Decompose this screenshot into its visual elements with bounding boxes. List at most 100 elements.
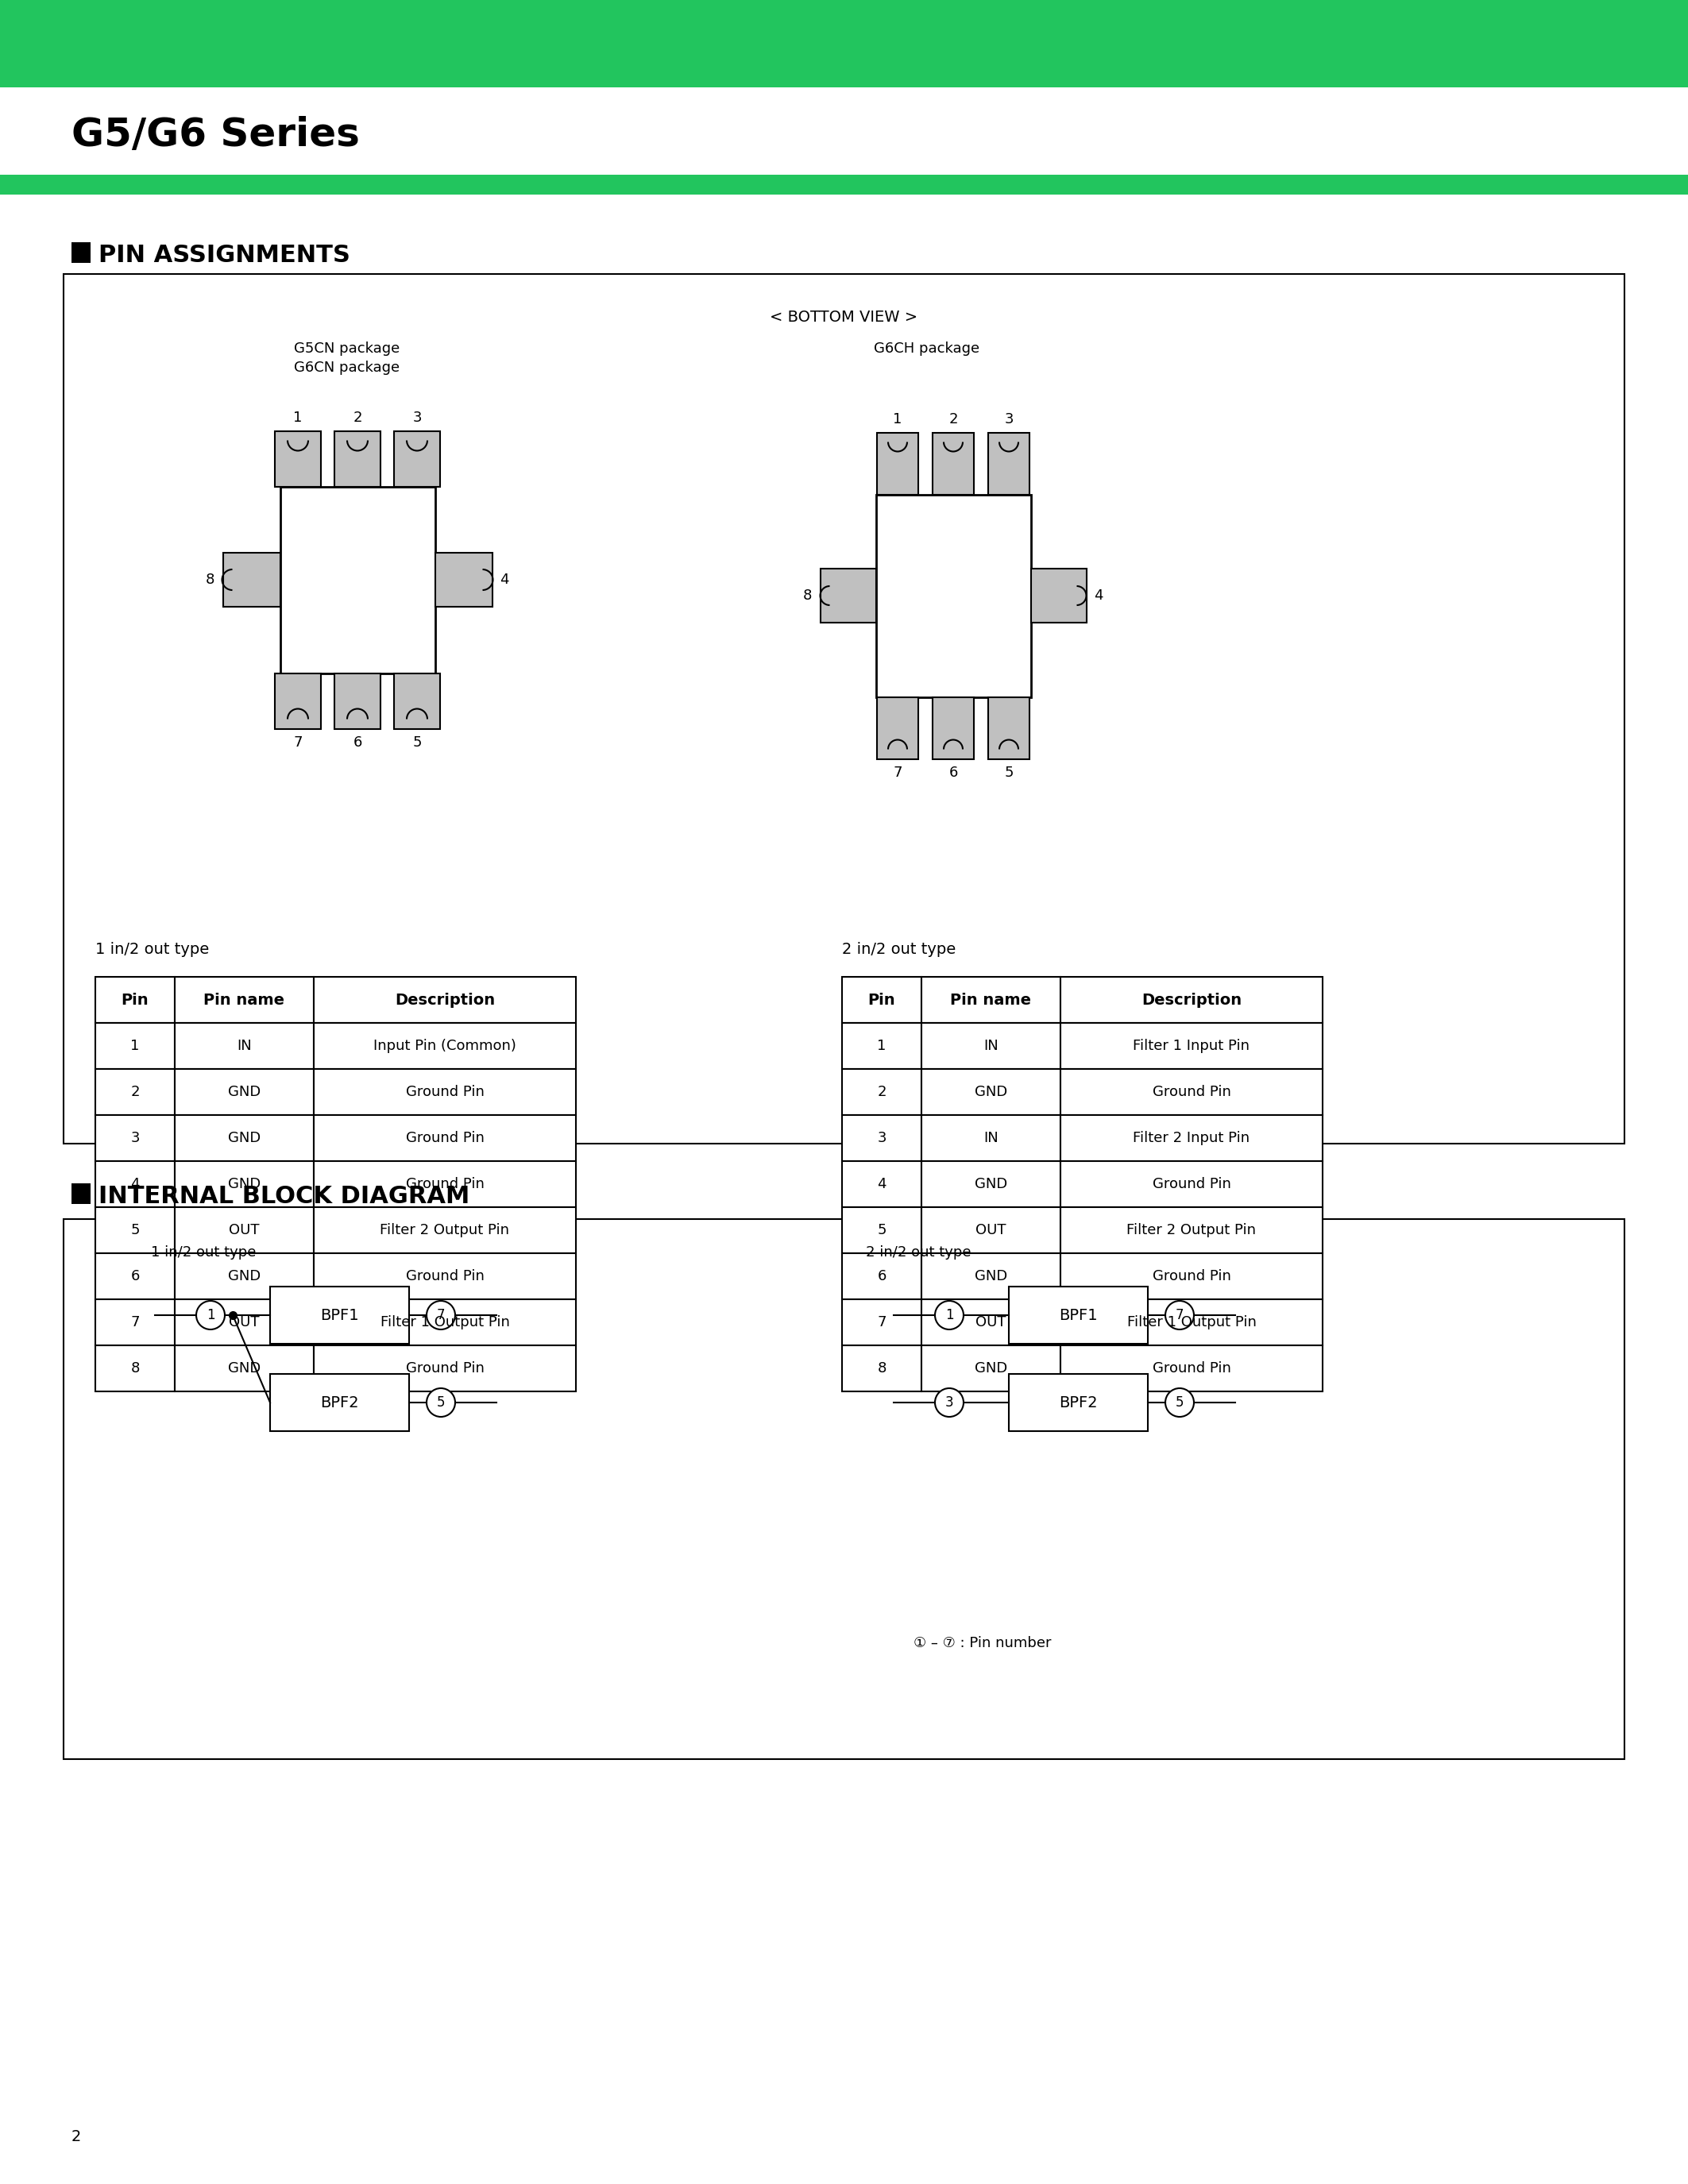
Text: 5: 5 [1175,1396,1183,1409]
Bar [334,673,380,729]
Text: 6: 6 [878,1269,886,1284]
Text: 1: 1 [878,1040,886,1053]
Text: Ground Pin: Ground Pin [405,1085,484,1099]
Bar [1060,1068,1323,1116]
Bar [176,1162,314,1208]
Bar [1060,1299,1323,1345]
Bar [1031,568,1087,622]
Bar [922,1299,1060,1345]
Bar [275,673,321,729]
Text: < BOTTOM VIEW >: < BOTTOM VIEW > [770,310,918,325]
Text: 3: 3 [945,1396,954,1409]
Text: Filter 1 Output Pin: Filter 1 Output Pin [1128,1315,1256,1330]
Text: Ground Pin: Ground Pin [1153,1269,1231,1284]
Circle shape [1165,1389,1193,1417]
Text: Description: Description [1141,992,1242,1007]
Text: 5: 5 [1004,764,1013,780]
Text: 1 in/2 out type: 1 in/2 out type [95,941,209,957]
Bar [393,430,441,487]
Bar [987,432,1030,494]
Text: Pin: Pin [122,992,149,1007]
Text: 3: 3 [130,1131,140,1144]
Bar [95,1068,176,1116]
Bar [95,1162,176,1208]
Text: 1: 1 [130,1040,140,1053]
Text: 1: 1 [294,411,302,424]
Text: 5: 5 [437,1396,446,1409]
Text: GND: GND [974,1269,1008,1284]
Text: 1: 1 [945,1308,954,1321]
Bar [393,673,441,729]
Text: G6CH package: G6CH package [874,341,979,356]
Text: 2: 2 [878,1085,886,1099]
Bar [1009,1374,1148,1431]
Bar [1060,1345,1323,1391]
Bar [275,430,321,487]
Text: GND: GND [228,1131,260,1144]
Text: Input Pin (Common): Input Pin (Common) [373,1040,517,1053]
Text: 5: 5 [412,736,422,749]
Bar [314,976,576,1022]
Text: OUT: OUT [976,1223,1006,1238]
Circle shape [935,1389,964,1417]
Text: PIN ASSIGNMENTS: PIN ASSIGNMENTS [98,245,349,266]
Bar [932,432,974,494]
Bar [436,553,493,607]
Text: G5/G6 Series: G5/G6 Series [71,116,360,155]
Bar [176,1068,314,1116]
Bar [334,430,380,487]
Text: BPF1: BPF1 [1058,1308,1097,1324]
Text: 2: 2 [71,2129,81,2145]
Bar [71,242,91,262]
Bar [842,1299,922,1345]
Text: GND: GND [228,1361,260,1376]
Text: 4: 4 [500,572,510,587]
Bar [314,1254,576,1299]
Text: Ground Pin: Ground Pin [1153,1177,1231,1190]
Text: 4: 4 [878,1177,886,1190]
Bar [922,1068,1060,1116]
Text: Filter 2 Output Pin: Filter 2 Output Pin [380,1223,510,1238]
Bar [314,1022,576,1068]
Bar [922,1022,1060,1068]
Text: 7: 7 [1175,1308,1183,1321]
Text: BPF2: BPF2 [1058,1396,1097,1411]
Bar [314,1116,576,1162]
Circle shape [935,1302,964,1330]
Text: INTERNAL BLOCK DIAGRAM: INTERNAL BLOCK DIAGRAM [98,1186,469,1208]
Text: Ground Pin: Ground Pin [405,1177,484,1190]
Bar [842,1022,922,1068]
Text: 2: 2 [353,411,361,424]
Text: 3: 3 [1004,413,1013,426]
Text: 7: 7 [130,1315,140,1330]
Circle shape [1165,1302,1193,1330]
Circle shape [427,1302,456,1330]
Bar [922,976,1060,1022]
Text: 6: 6 [130,1269,140,1284]
Bar [922,1345,1060,1391]
Bar [1060,1022,1323,1068]
Bar [176,1345,314,1391]
Bar [842,1254,922,1299]
Bar [95,1299,176,1345]
Text: 8: 8 [130,1361,140,1376]
Bar [876,494,1031,697]
Bar [0,175,1688,194]
Bar [922,1208,1060,1254]
Bar [922,1162,1060,1208]
Bar [280,487,436,673]
Text: GND: GND [228,1177,260,1190]
Text: 7: 7 [878,1315,886,1330]
Bar [1060,1254,1323,1299]
Text: Pin: Pin [868,992,895,1007]
Text: Filter 2 Input Pin: Filter 2 Input Pin [1133,1131,1249,1144]
Text: 3: 3 [412,411,422,424]
Bar [223,553,280,607]
Bar [176,1254,314,1299]
Text: G5CN package
G6CN package: G5CN package G6CN package [294,341,400,373]
Bar [0,0,1688,87]
Bar [71,1184,91,1203]
Text: Filter 2 Output Pin: Filter 2 Output Pin [1128,1223,1256,1238]
Text: OUT: OUT [230,1223,260,1238]
Bar [987,697,1030,758]
